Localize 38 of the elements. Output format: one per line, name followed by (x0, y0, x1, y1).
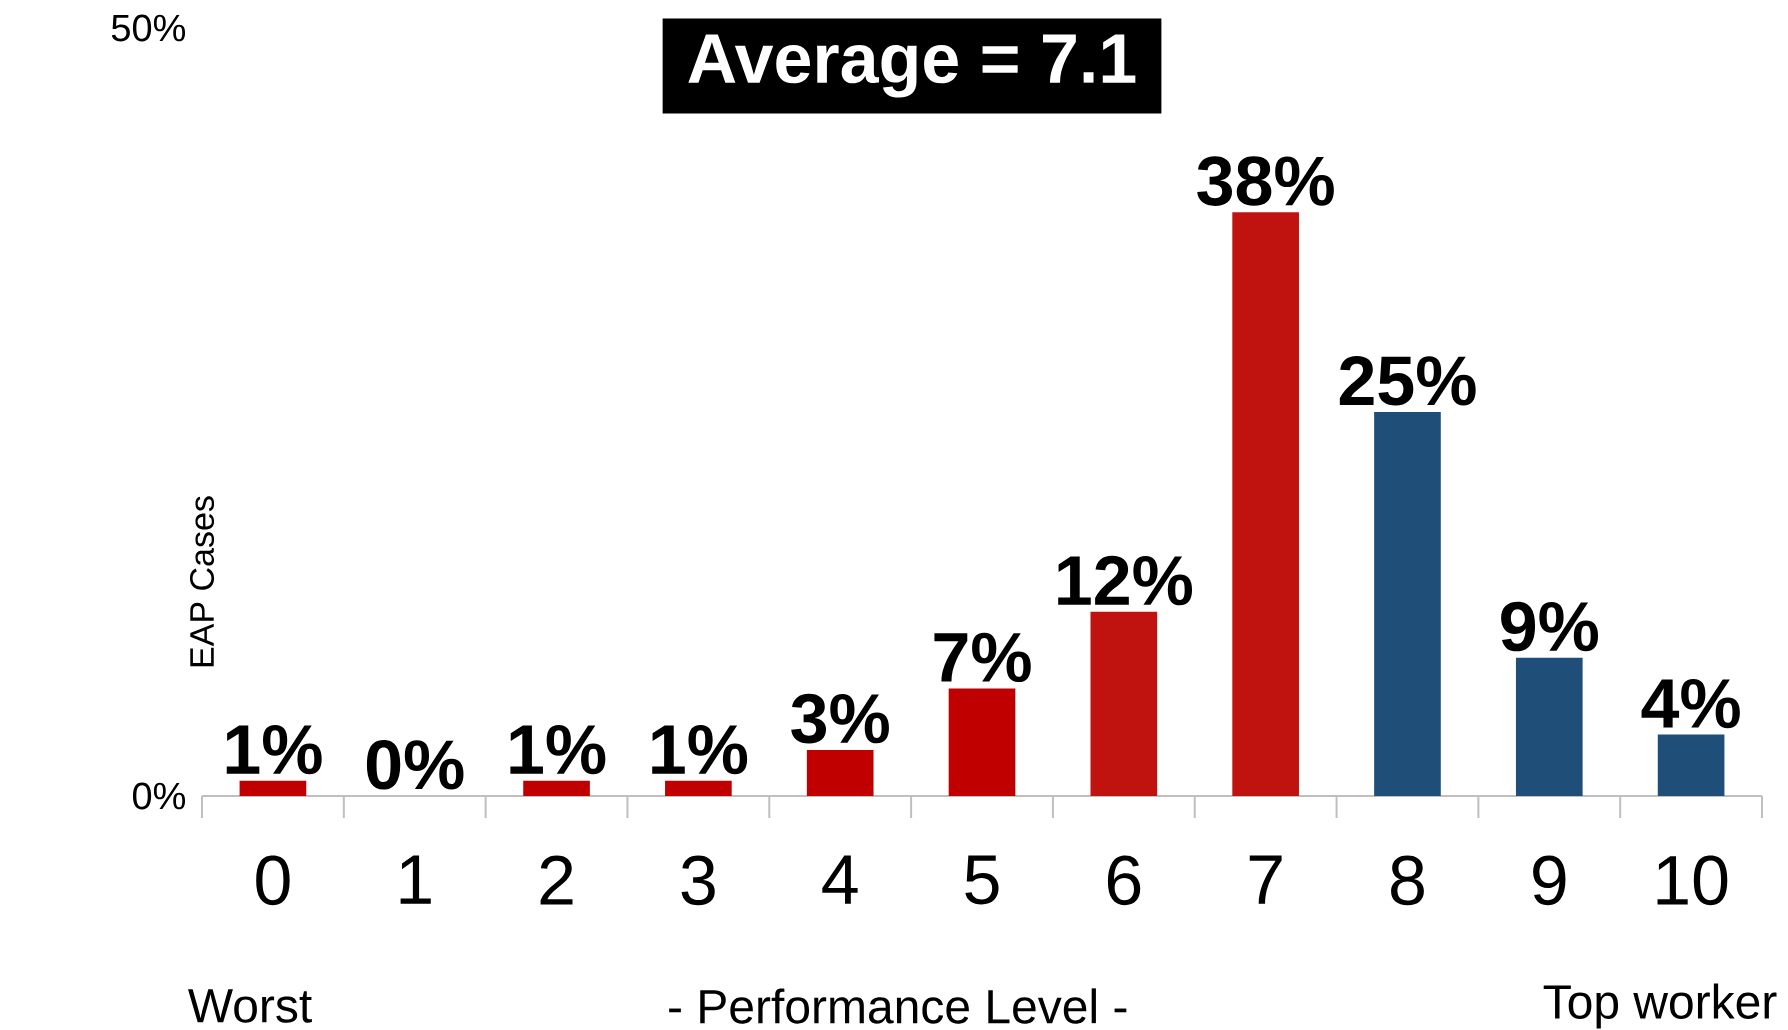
bar (1374, 412, 1441, 796)
x-tick-label: 8 (1391, 855, 1424, 906)
data-label: 4% (1641, 678, 1740, 729)
annotation: Average = 7.1 (688, 34, 1136, 98)
bar (1090, 611, 1158, 796)
bar (1515, 657, 1583, 796)
data-label: 9% (1501, 601, 1599, 652)
data-label: 1% (510, 724, 606, 775)
x-tick-label: 7 (1249, 855, 1282, 904)
x-tick-label: 6 (1107, 855, 1141, 906)
x-tick-label: 2 (540, 855, 573, 905)
bar (948, 688, 1016, 796)
x-tick-label: 0 (256, 855, 290, 906)
text: Worst (188, 989, 312, 1023)
bar (1657, 734, 1725, 796)
data-label: 1% (652, 724, 748, 775)
bar (665, 780, 732, 796)
data-label: 12% (1058, 555, 1193, 606)
bar (239, 780, 307, 796)
x-tick-label: 9 (1533, 855, 1566, 906)
data-label: 3% (791, 693, 889, 744)
bar (523, 780, 590, 796)
x-tick-label: 1 (400, 855, 431, 904)
x-tick-label: 3 (681, 855, 715, 906)
bar (806, 749, 874, 796)
data-label: 7% (934, 632, 1031, 683)
x-axis-title: - Performance Level - (669, 988, 1127, 1024)
data-label: 38% (1197, 156, 1334, 206)
data-label: 0% (366, 740, 464, 790)
data-label: 1% (226, 724, 322, 775)
y-axis-title: EAP Cases (189, 496, 215, 667)
bar (1232, 212, 1299, 796)
y-tick-label: 50% (111, 14, 186, 42)
x-tick-label: 10 (1657, 855, 1728, 906)
x-tick-label: 5 (965, 855, 999, 905)
x-tick-label: 4 (822, 855, 858, 904)
data-label: 25% (1339, 356, 1476, 406)
text: Top worker (1543, 983, 1777, 1029)
